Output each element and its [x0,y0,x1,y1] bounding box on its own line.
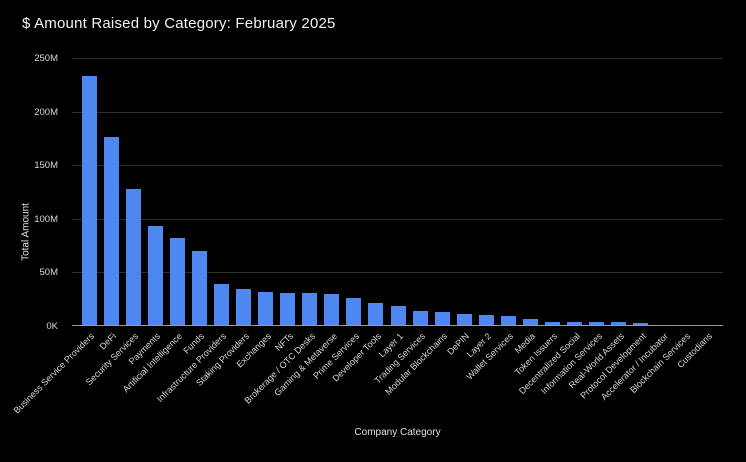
gridline-150m [72,165,723,167]
y-axis-ticks: 0K 50M 100M 150M 200M 250M [0,53,64,338]
gridline-200m [72,111,723,113]
bar-depin[interactable] [456,314,472,325]
bar-security-services[interactable] [125,188,141,325]
bar-blockchain-services[interactable] [677,324,693,325]
gridline-100m [72,218,723,220]
bar-gaming-metaverse[interactable] [324,293,340,325]
plot-area [72,58,723,326]
chart-title: $ Amount Raised by Category: February 20… [22,15,336,32]
bar-custodians[interactable] [699,324,715,325]
bar-business-service-providers[interactable] [81,76,97,325]
bar-defi[interactable] [103,137,119,325]
bar-accelerator-incubator[interactable] [655,324,671,325]
bar-artificial-intelligence[interactable] [169,238,185,325]
bar-nfts[interactable] [280,292,296,325]
bar-infrastructure-providers[interactable] [213,284,229,325]
gridline-50m [72,272,723,274]
bar-trading-services[interactable] [412,311,428,325]
x-tick-label-business-service-providers: Business Service Providers [11,331,97,416]
y-tick-label-250m: 250M [34,53,58,64]
bars-layer [78,58,718,326]
x-axis-title: Company Category [354,427,441,438]
bar-wallet-services[interactable] [500,315,516,325]
y-tick-label-200m: 200M [34,106,58,118]
y-tick-label-50m: 50M [39,267,58,279]
bar-prime-services[interactable] [346,298,362,325]
bar-modular-blockchains[interactable] [434,312,450,325]
y-tick-label-150m: 150M [34,160,58,172]
bar-information-services[interactable] [589,322,605,325]
bar-layer-2[interactable] [478,314,494,325]
x-axis-line [72,325,723,326]
x-axis-ticks: Business Service Providers DeFi Security S… [12,331,718,427]
bar-real-world-assets[interactable] [611,322,627,325]
bar-staking-providers[interactable] [236,288,252,325]
bar-layer-1[interactable] [390,305,406,325]
y-axis-title: Total Amount [20,203,32,261]
bar-protocol-development[interactable] [633,323,649,325]
bar-brokerage-otc-desks[interactable] [302,292,318,325]
bar-token-issuers[interactable] [544,321,560,325]
bar-funds[interactable] [191,251,207,325]
bar-developer-tools[interactable] [368,302,384,325]
bar-exchanges[interactable] [258,291,274,325]
y-tick-label-0k: 0K [46,321,58,332]
bar-media[interactable] [522,318,538,325]
y-tick-label-100m: 100M [34,213,58,225]
bar-decentralized-social[interactable] [567,322,583,325]
bar-payments[interactable] [147,226,163,325]
gridline-250m [72,58,723,59]
